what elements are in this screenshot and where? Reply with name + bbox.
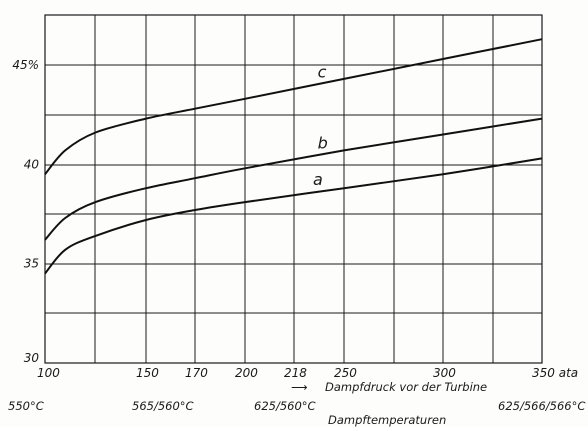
series-curves (44, 38, 543, 275)
temperature-label-170: 565/560°C (132, 399, 194, 413)
series-line-c (44, 38, 543, 175)
x-tick-label-100: 100 (37, 366, 60, 380)
series-label-a: a (313, 170, 323, 189)
grid (44, 14, 543, 364)
x-tick-label-218: 218 (284, 366, 307, 380)
x-tick-label-200: 200 (235, 366, 258, 380)
x-axis-ticks: 100 150 170 200 218 250 300 350 ata (37, 366, 578, 380)
temperature-label-350: 625/566/566°C (498, 399, 585, 413)
y-tick-label-40: 40 (24, 157, 40, 171)
x-tick-label-350: 350 ata (532, 366, 578, 380)
series-line-b (44, 117, 543, 241)
series-line-a (44, 157, 543, 275)
x-axis-title: Dampfdruck vor der Turbine (325, 380, 487, 394)
plot-frame (44, 14, 543, 364)
y-tick-label-30: 30 (24, 351, 40, 365)
curve-labels: ab c (313, 63, 328, 189)
temperature-label-218: 625/560°C (254, 399, 316, 413)
x-tick-label-150: 150 (136, 366, 159, 380)
x-tick-label-300: 300 (433, 366, 456, 380)
x-tick-label-250: 250 (334, 366, 357, 380)
plot-border (44, 14, 543, 364)
series-label-b: b (318, 133, 328, 152)
y-axis-ticks: 30 35 40 45% (12, 58, 39, 365)
axis-arrow-icon: ⟶ (291, 380, 308, 394)
captions: ⟶ Dampfdruck vor der Turbine 550°C 565/560°… (8, 380, 585, 427)
y-tick-label-35: 35 (24, 257, 39, 271)
temperature-label-100: 550°C (8, 399, 44, 413)
temperature-caption: Dampftemperaturen (328, 413, 446, 427)
y-tick-label-45: 45% (12, 58, 39, 72)
x-tick-label-170: 170 (185, 366, 208, 380)
series-label-c: c (318, 63, 327, 82)
